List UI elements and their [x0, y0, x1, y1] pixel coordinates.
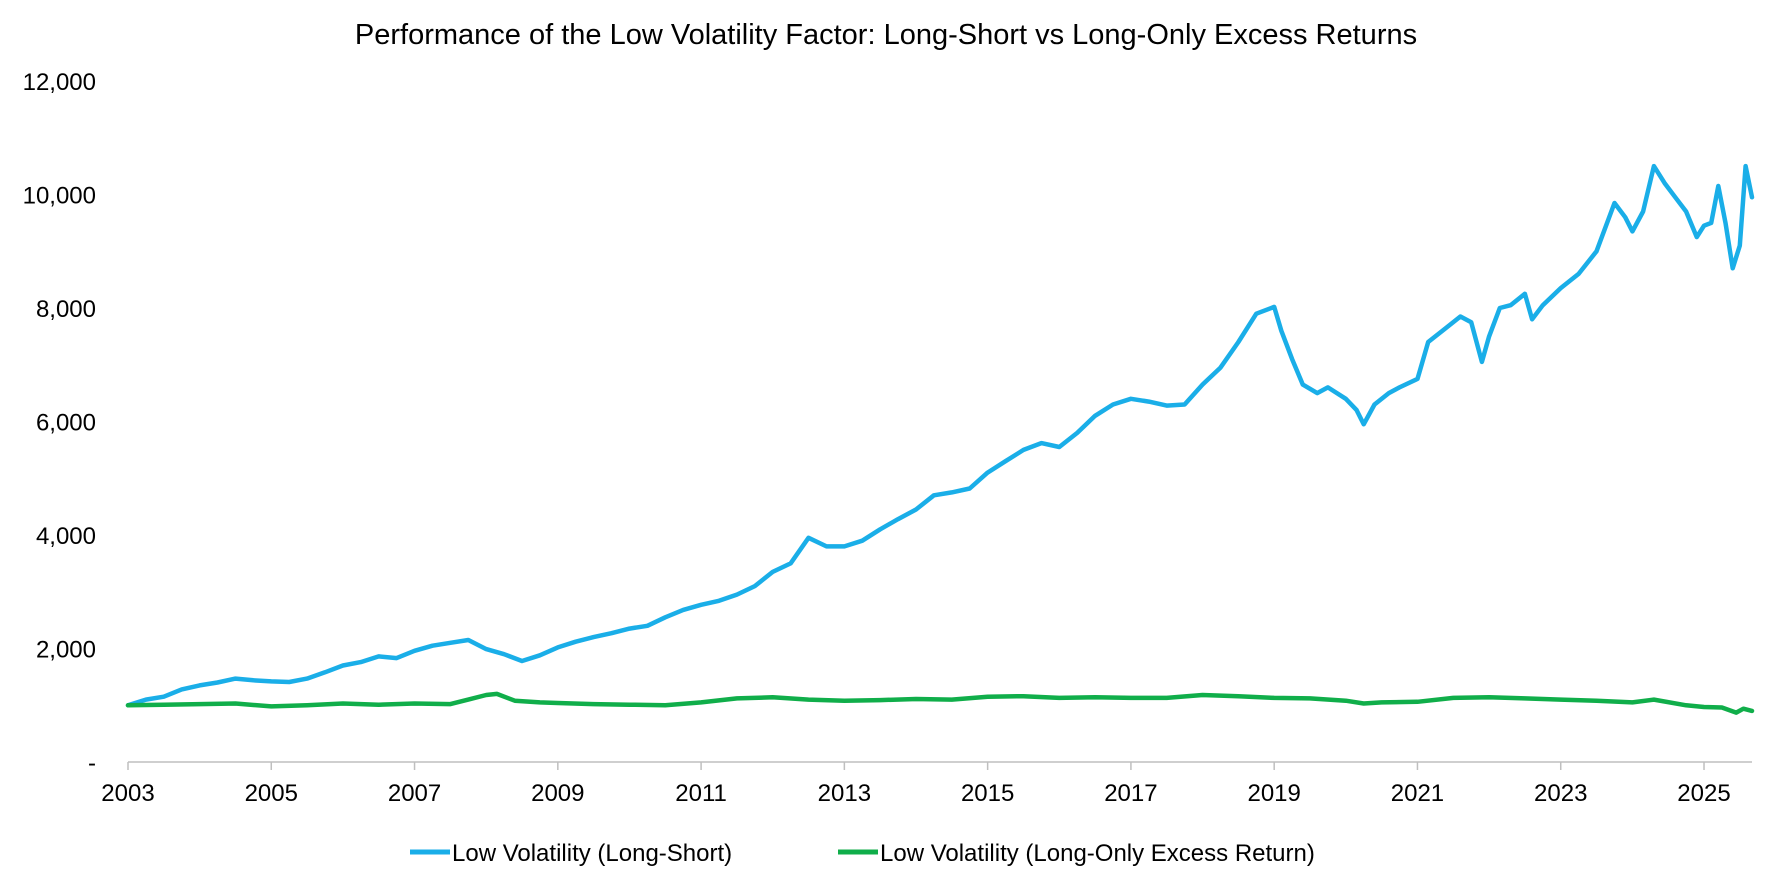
y-tick-label: 10,000	[23, 183, 96, 210]
legend-item-long-short: Low Volatility (Long-Short)	[410, 840, 732, 867]
y-tick-label: 12,000	[23, 69, 96, 96]
y-axis: - 2,000 4,000 6,000 8,000 10,000 12,000	[23, 69, 96, 777]
x-tick-label: 2021	[1391, 780, 1444, 807]
chart-title: Performance of the Low Volatility Factor…	[355, 19, 1417, 51]
x-axis: 2003 2005 2007 2009 2011 2013 2015 2017 2019 2021…	[101, 761, 1752, 807]
x-tick-label: 2011	[675, 780, 727, 807]
x-tick-label: 2005	[245, 780, 298, 807]
legend: Low Volatility (Long-Short) Low Volatilit…	[410, 840, 1315, 867]
y-tick-label: 8,000	[36, 296, 96, 323]
x-tick-label: 2007	[388, 780, 441, 807]
y-tick-label: 4,000	[36, 523, 96, 550]
x-tick-label: 2023	[1534, 780, 1587, 807]
legend-label: Low Volatility (Long-Only Excess Return)	[880, 840, 1315, 867]
series-line-long-short	[125, 163, 1755, 708]
x-tick-label: 2003	[101, 780, 154, 807]
x-tick-label: 2013	[818, 780, 871, 807]
x-tick-label: 2009	[531, 780, 584, 807]
y-tick-label: 2,000	[36, 637, 96, 664]
y-tick-label: 6,000	[36, 410, 96, 437]
y-tick-label: -	[88, 750, 96, 777]
legend-item-long-only: Low Volatility (Long-Only Excess Return)	[838, 840, 1315, 867]
x-tick-label: 2017	[1104, 780, 1157, 807]
x-tick-label: 2019	[1247, 780, 1300, 807]
x-tick-label: 2025	[1677, 780, 1730, 807]
series-layer	[125, 163, 1755, 715]
series-line-long-only	[125, 691, 1755, 715]
legend-label: Low Volatility (Long-Short)	[452, 840, 732, 867]
x-tick-label: 2015	[961, 780, 1014, 807]
